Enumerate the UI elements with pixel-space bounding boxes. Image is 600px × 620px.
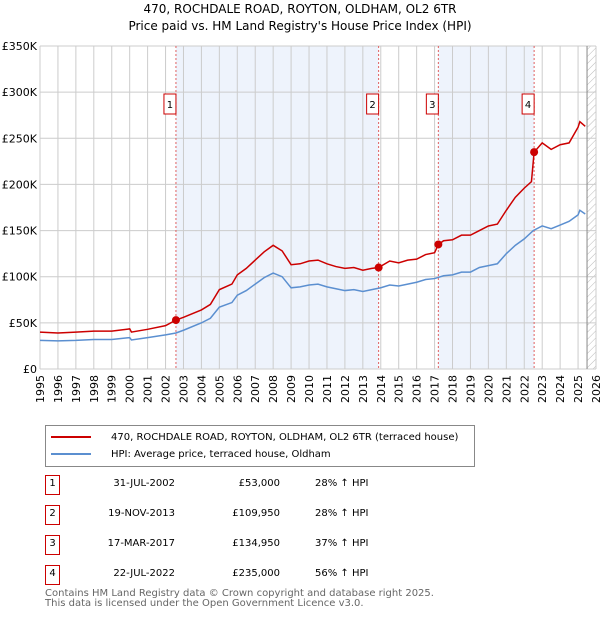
sale-label-box (425, 93, 439, 115)
sale-row: 2 19-NOV-2013 £109,950 28% ↑ HPI (45, 505, 445, 525)
sale-hpi-change: 56% ↑ HPI (315, 568, 369, 579)
x-tick-label: 2008 (267, 375, 280, 403)
sale-hpi-change: 37% ↑ HPI (315, 538, 369, 549)
sale-price: £53,000 (238, 478, 280, 489)
sale-hpi-change: 28% ↑ HPI (315, 508, 369, 519)
legend-item-hpi: HPI: Average price, terraced house, Oldh… (46, 446, 331, 462)
x-tick-label: 2010 (303, 375, 316, 403)
y-tick-label: £300K (2, 86, 38, 99)
x-tick-label: 2005 (213, 375, 226, 403)
sale-number-badge: 1 (45, 475, 60, 495)
sale-price: £235,000 (232, 568, 280, 579)
shaded-period (438, 46, 535, 369)
legend-item-property: 470, ROCHDALE ROAD, ROYTON, OLDHAM, OL2 … (46, 429, 458, 445)
x-tick-label: 2002 (160, 375, 173, 403)
x-tick-label: 2016 (411, 375, 424, 403)
sale-label-number: 2 (369, 100, 375, 111)
x-tick-label: 2014 (375, 375, 388, 403)
hpi-line (39, 209, 586, 342)
x-tick-label: 2001 (142, 375, 155, 403)
x-tick-label: 1997 (70, 375, 83, 403)
y-tick-label: £350K (2, 40, 38, 53)
sale-date: 31-JUL-2002 (113, 478, 175, 489)
legend-swatch-red (51, 436, 91, 438)
sale-price: £134,950 (232, 538, 280, 549)
x-tick-label: 2020 (482, 375, 495, 403)
sale-number-badge: 3 (45, 535, 60, 555)
sale-label-box (163, 93, 177, 115)
sale-row: 3 17-MAR-2017 £134,950 37% ↑ HPI (45, 535, 445, 555)
x-tick-label: 1999 (106, 375, 119, 403)
x-tick-label: 2009 (285, 375, 298, 403)
sale-number-badge: 2 (45, 505, 60, 525)
legend: 470, ROCHDALE ROAD, ROYTON, OLDHAM, OL2 … (45, 425, 475, 467)
x-tick-label: 2004 (195, 375, 208, 403)
sale-date: 17-MAR-2017 (107, 538, 175, 549)
y-tick-label: £200K (2, 178, 38, 191)
x-tick-label: 2000 (124, 375, 137, 403)
legend-label: 470, ROCHDALE ROAD, ROYTON, OLDHAM, OL2 … (111, 431, 459, 443)
x-tick-label: 1996 (52, 375, 65, 403)
sale-date: 22-JUL-2022 (113, 568, 175, 579)
x-tick-label: 2025 (572, 375, 585, 403)
x-tick-label: 2006 (231, 375, 244, 403)
x-tick-label: 2019 (464, 375, 477, 403)
sale-price: £109,950 (232, 508, 280, 519)
sale-hpi-change: 28% ↑ HPI (315, 478, 369, 489)
plot-area: 1995 1996 1997 1998 1999 2000 2001 2002 2003 2004… (2, 40, 600, 403)
sale-label-number: 3 (429, 100, 435, 111)
sale-point (530, 148, 539, 157)
x-tick-label: 2026 (590, 375, 600, 403)
property-price-line (39, 120, 586, 334)
y-tick-label: £50K (9, 317, 38, 330)
sale-label-number: 4 (525, 100, 531, 111)
sale-label-number: 1 (167, 100, 173, 111)
x-tick-label: 2024 (554, 375, 567, 403)
sale-label-box (366, 93, 380, 115)
sale-point (434, 240, 443, 249)
x-tick-label: 2003 (177, 375, 190, 403)
x-tick-label: 2023 (536, 375, 549, 403)
y-tick-label: £250K (2, 132, 38, 145)
y-tick-label: £0 (23, 363, 37, 376)
x-tick-label: 2021 (500, 375, 513, 403)
legend-label: HPI: Average price, terraced house, Oldh… (111, 448, 331, 460)
sale-point (171, 316, 180, 325)
x-tick-label: 2022 (518, 375, 531, 403)
footer: Contains HM Land Registry data © Crown c… (45, 589, 434, 609)
legend-swatch-blue (51, 453, 91, 455)
x-tick-label: 1998 (88, 375, 101, 403)
sale-number-badge: 4 (45, 565, 60, 585)
sale-date: 19-NOV-2013 (108, 508, 175, 519)
x-tick-label: 2012 (339, 375, 352, 403)
sale-row: 4 22-JUL-2022 £235,000 56% ↑ HPI (45, 565, 445, 585)
y-tick-label: £150K (2, 225, 38, 238)
x-tick-label: 2015 (393, 375, 406, 403)
x-tick-label: 2013 (357, 375, 370, 403)
footer-copyright: Contains HM Land Registry data © Crown c… (45, 588, 434, 599)
sale-row: 1 31-JUL-2002 £53,000 28% ↑ HPI (45, 475, 445, 495)
x-tick-label: 2007 (249, 375, 262, 403)
forecast-hatch (587, 46, 596, 369)
x-tick-label: 2018 (447, 375, 460, 403)
sale-point (374, 263, 383, 272)
x-tick-label: 1995 (34, 375, 47, 403)
chart-title: 470, ROCHDALE ROAD, ROYTON, OLDHAM, OL2 … (143, 2, 457, 16)
chart-subtitle: Price paid vs. HM Land Registry's House … (128, 19, 472, 33)
footer-licence: This data is licensed under the Open Gov… (45, 598, 364, 609)
sale-label-box (521, 93, 535, 115)
x-tick-label: 2011 (321, 375, 334, 403)
x-tick-label: 2017 (429, 375, 442, 403)
y-tick-label: £100K (2, 271, 38, 284)
